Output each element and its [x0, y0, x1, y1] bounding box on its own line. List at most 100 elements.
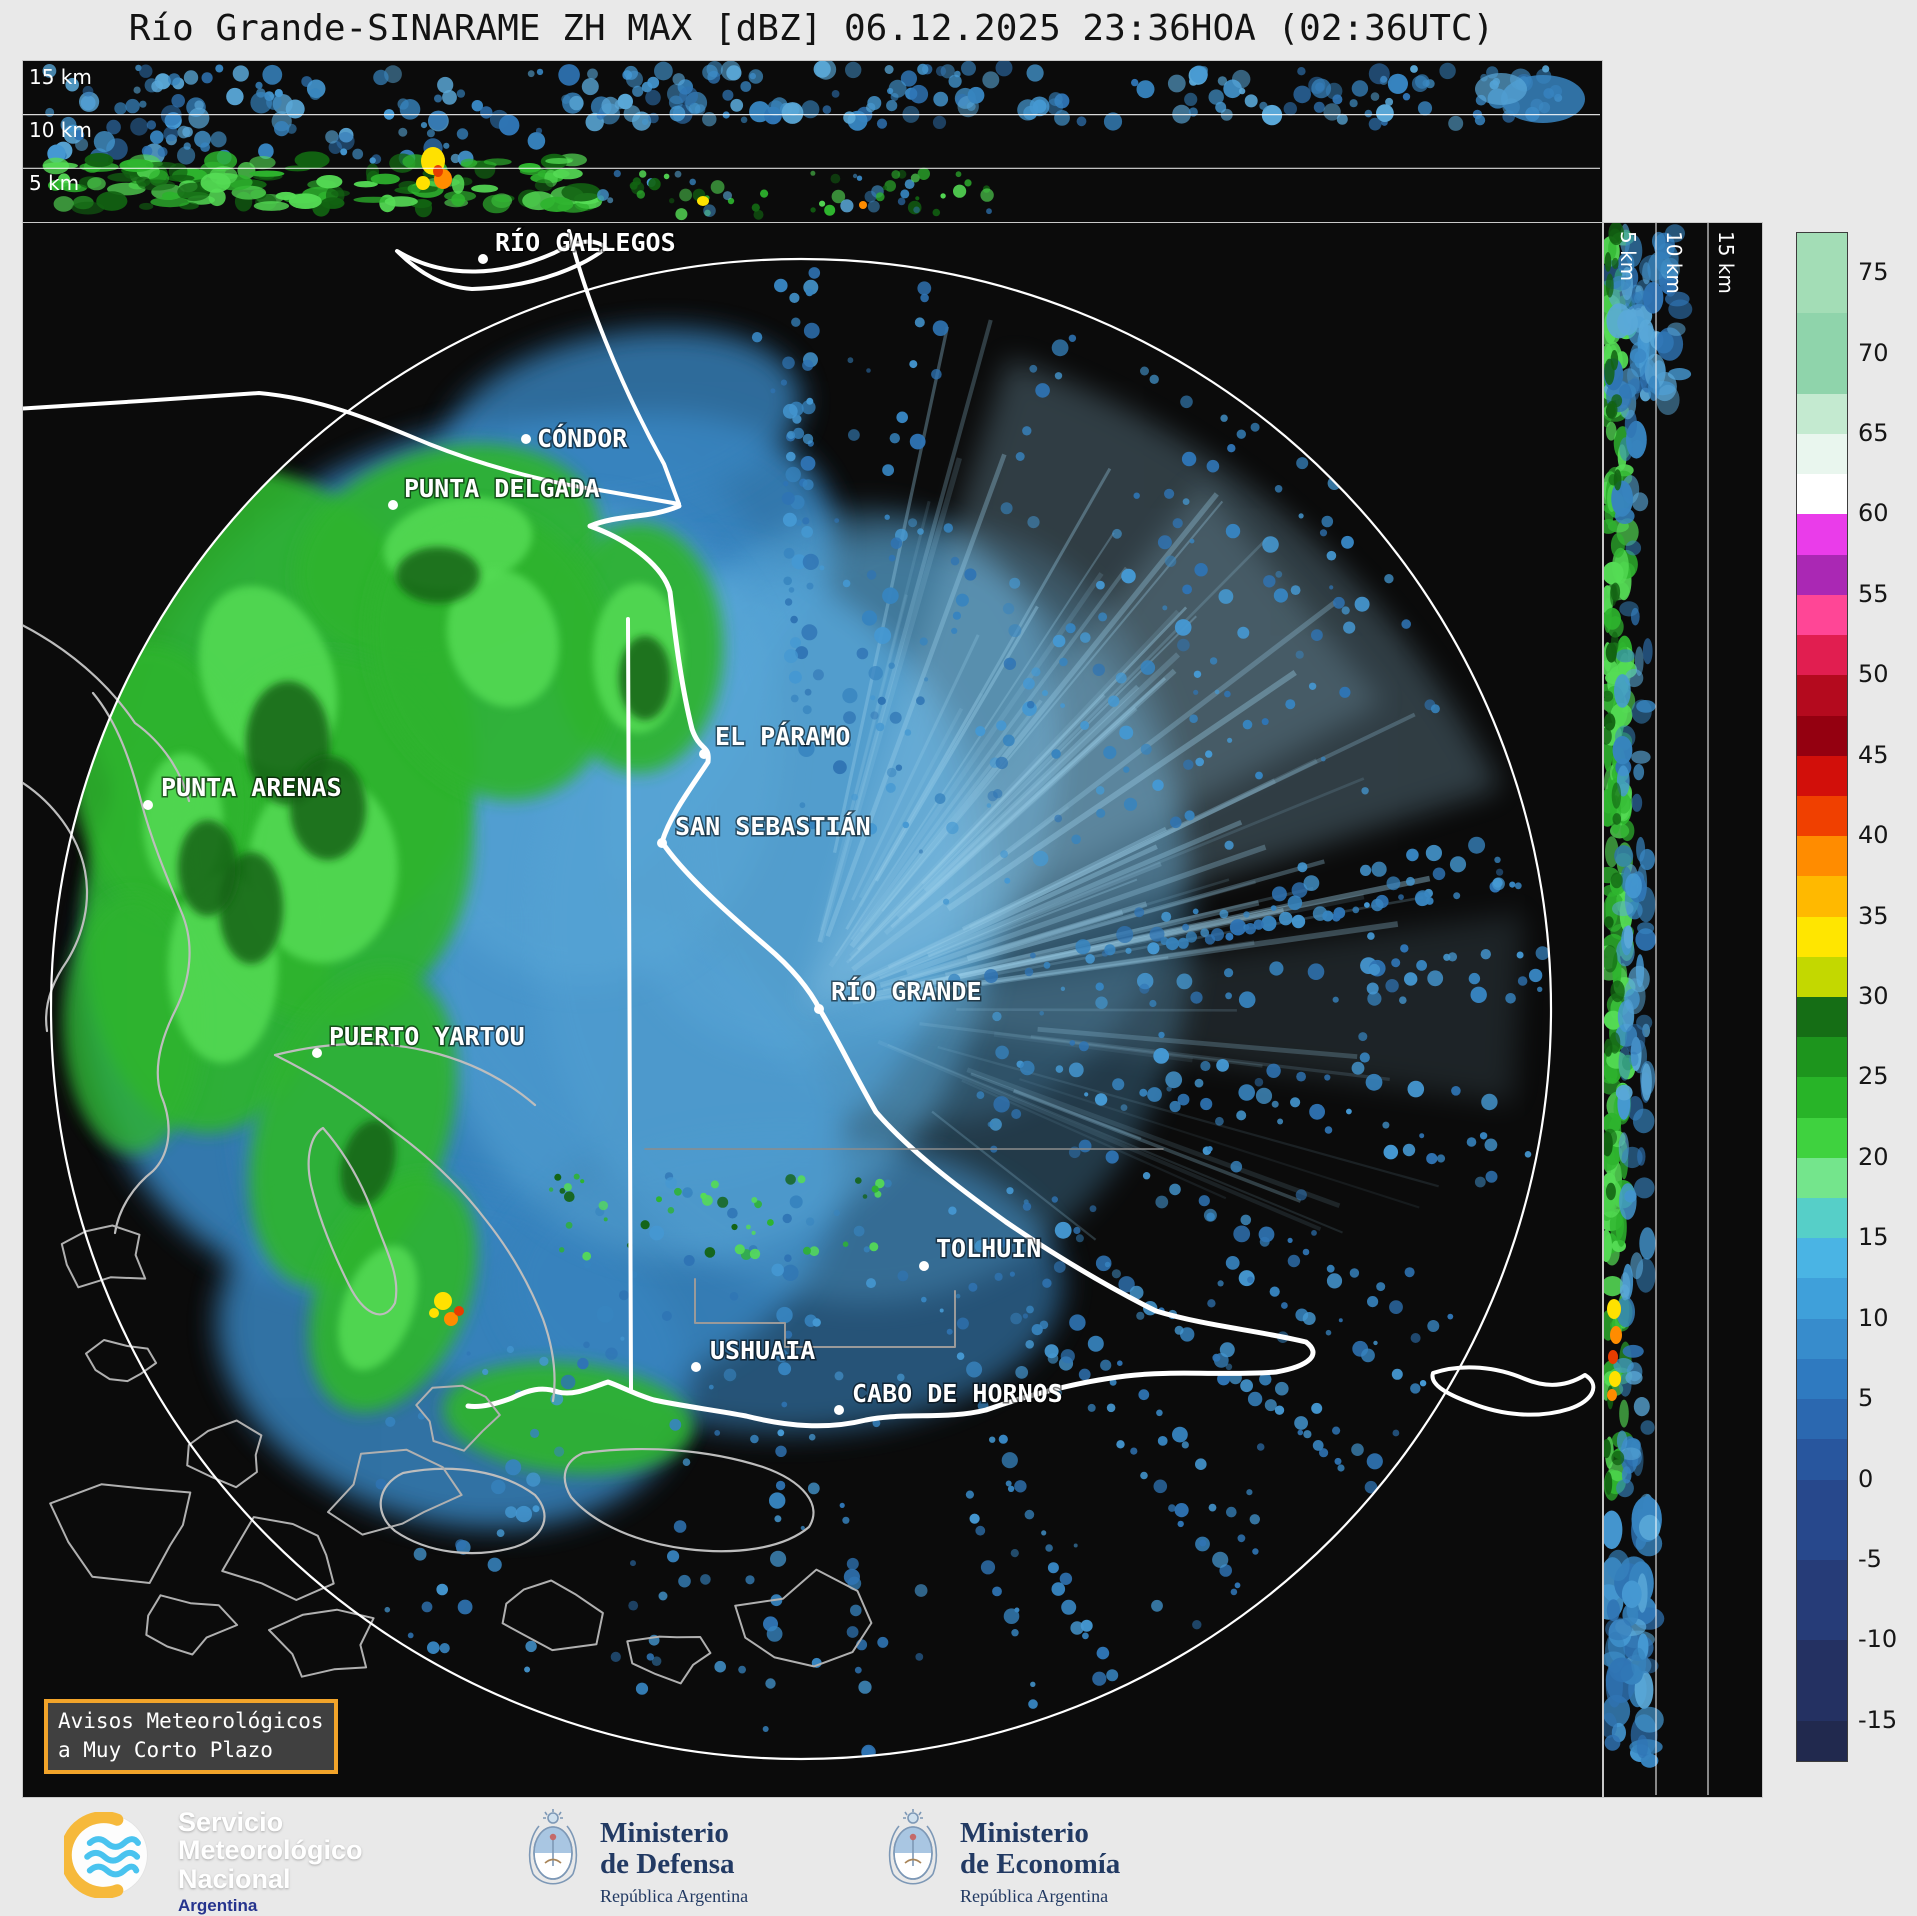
alert-box[interactable]: Avisos Meteorológicos a Muy Corto Plazo [44, 1699, 338, 1774]
city-label: EL PÁRAMO [715, 722, 850, 751]
city-label: CÓNDOR [537, 423, 628, 453]
smn-line-1: Servicio [178, 1807, 284, 1837]
colorbar-tick-label: 40 [1858, 821, 1889, 850]
colorbar-tick-label: 50 [1858, 660, 1889, 689]
border-line-vertical [626, 617, 633, 1391]
colorbar-tick-label: -10 [1858, 1625, 1898, 1654]
colorbar-segment [1797, 715, 1847, 757]
city-marker: EL PÁRAMO [699, 721, 852, 759]
colorbar-segment [1797, 1559, 1847, 1642]
height-label-10km-v: 10 km [1662, 231, 1686, 294]
page-title: Río Grande-SINARAME ZH MAX [dBZ] 06.12.2… [128, 8, 1495, 49]
alert-line-2: a Muy Corto Plazo [58, 1738, 273, 1763]
height-label-5km-v: 5 km [1616, 231, 1640, 282]
smn-logo-icon [64, 1812, 148, 1898]
colorbar-segment [1797, 554, 1847, 596]
right-cross-section-plot [1604, 223, 1760, 1795]
city-label: RÍO GALLEGOS [495, 228, 676, 257]
colorbar-segment [1797, 514, 1847, 556]
coastline-continent [23, 391, 681, 506]
city-label: PUNTA DELGADA [404, 474, 600, 503]
city-marker: USHUAIA [691, 1335, 817, 1372]
smn-text-block: Servicio Meteorológico Nacional Argentin… [178, 1808, 363, 1916]
colorbar-tick-labels: 75 70 65 60 55 50 45 40 35 30 25 20 15 10 5 0 -5 -10 -15 [1858, 232, 1917, 1760]
colorbar-tick-label: 25 [1858, 1062, 1889, 1091]
colorbar-tick-label: 10 [1858, 1303, 1889, 1332]
economia-line-2: de Economía [960, 1848, 1121, 1881]
smn-line-3: Nacional [178, 1863, 291, 1894]
city-label: TOLHUIN [936, 1234, 1041, 1263]
defensa-sub: República Argentina [600, 1885, 749, 1906]
right-cross-section-panel: 5 km 10 km 15 km [1603, 222, 1763, 1798]
city-label: CABO DE HORNOS [852, 1379, 1063, 1408]
height-label-5km: 5 km [29, 171, 80, 195]
height-label-10km: 10 km [29, 118, 92, 142]
city-marker: CÓNDOR [521, 422, 630, 455]
city-dot [143, 800, 153, 810]
coat-of-arms-icon [528, 1809, 578, 1885]
colorbar-tick-label: 20 [1858, 1142, 1889, 1171]
colorbar-tick-label: 65 [1858, 419, 1889, 448]
height-label-15km: 15 km [29, 65, 92, 89]
height-label-15km-v: 15 km [1714, 231, 1738, 294]
city-marker: TOLHUIN [919, 1233, 1043, 1271]
colorbar-segment [1797, 956, 1847, 998]
coastline-islet [415, 1384, 501, 1452]
colorbar-segment [1797, 795, 1847, 837]
defensa-line-1: Ministerio [600, 1817, 729, 1849]
coastline-islet [186, 1419, 263, 1489]
colorbar-segment [1797, 1198, 1847, 1240]
coastline-atlantic [567, 229, 681, 506]
city-marker: PUNTA ARENAS [143, 772, 343, 810]
colorbar-segment [1797, 1640, 1847, 1722]
colorbar-segment [1797, 393, 1847, 435]
city-dot [919, 1261, 929, 1271]
colorbar-segment [1797, 997, 1847, 1038]
coastline-islet [327, 1448, 463, 1536]
colorbar-segment [1797, 434, 1847, 476]
city-label: PUNTA ARENAS [161, 773, 342, 802]
coastline-islet [60, 1224, 147, 1289]
colorbar-segment [1797, 675, 1847, 717]
coastline-gallegos-estuary [395, 239, 608, 291]
colorbar-segment [1797, 474, 1847, 516]
coastline-islet [734, 1568, 873, 1668]
colorbar-segment [1797, 836, 1847, 878]
city-dot [657, 838, 667, 848]
coastline-navarino [563, 1448, 815, 1553]
colorbar-tick-label: -5 [1858, 1544, 1882, 1573]
city-dot [691, 1362, 701, 1372]
coastline-hoste [379, 1467, 546, 1555]
coastline-islet [145, 1594, 239, 1656]
colorbar-segment [1797, 1479, 1847, 1561]
city-dot [478, 254, 488, 264]
city-dot [388, 500, 398, 510]
colorbar [1796, 232, 1848, 1762]
colorbar-segment [1797, 876, 1847, 918]
alert-line-1: Avisos Meteorológicos [58, 1709, 324, 1733]
colorbar-tick-label: 35 [1858, 901, 1889, 930]
colorbar-segment [1797, 635, 1847, 677]
colorbar-segment [1797, 1278, 1847, 1320]
defensa-line-2: de Defensa [600, 1848, 735, 1881]
coastline-bahia-inutil [273, 1042, 537, 1107]
city-marker: SAN SEBASTIÁN [657, 811, 872, 848]
boundary-line-stepped [694, 1278, 956, 1348]
colorbar-segment [1797, 755, 1847, 797]
colorbar-tick-label: 0 [1858, 1464, 1874, 1493]
colorbar-tick-label: 60 [1858, 499, 1889, 528]
city-dot [521, 434, 531, 444]
city-marker: PUERTO YARTOU [312, 1021, 526, 1058]
radar-map-panel: RÍO GALLEGOS CÓNDOR PUNTA DELGADA EL PÁRAMO… [22, 222, 1603, 1798]
colorbar-segment [1797, 1077, 1847, 1119]
coastline-brunswick [91, 691, 191, 1235]
colorbar-tick-label: 5 [1858, 1384, 1874, 1413]
colorbar-segment [1797, 1720, 1847, 1761]
radar-range-ring [49, 257, 1553, 1761]
economia-sub: República Argentina [960, 1885, 1109, 1906]
colorbar-tick-label: 70 [1858, 338, 1889, 367]
radar-echo-field [63, 267, 1550, 1759]
colorbar-segment [1797, 1037, 1847, 1079]
city-labels-layer: RÍO GALLEGOS CÓNDOR PUNTA DELGADA EL PÁRAMO… [143, 227, 1064, 1415]
colorbar-segment [1797, 916, 1847, 958]
